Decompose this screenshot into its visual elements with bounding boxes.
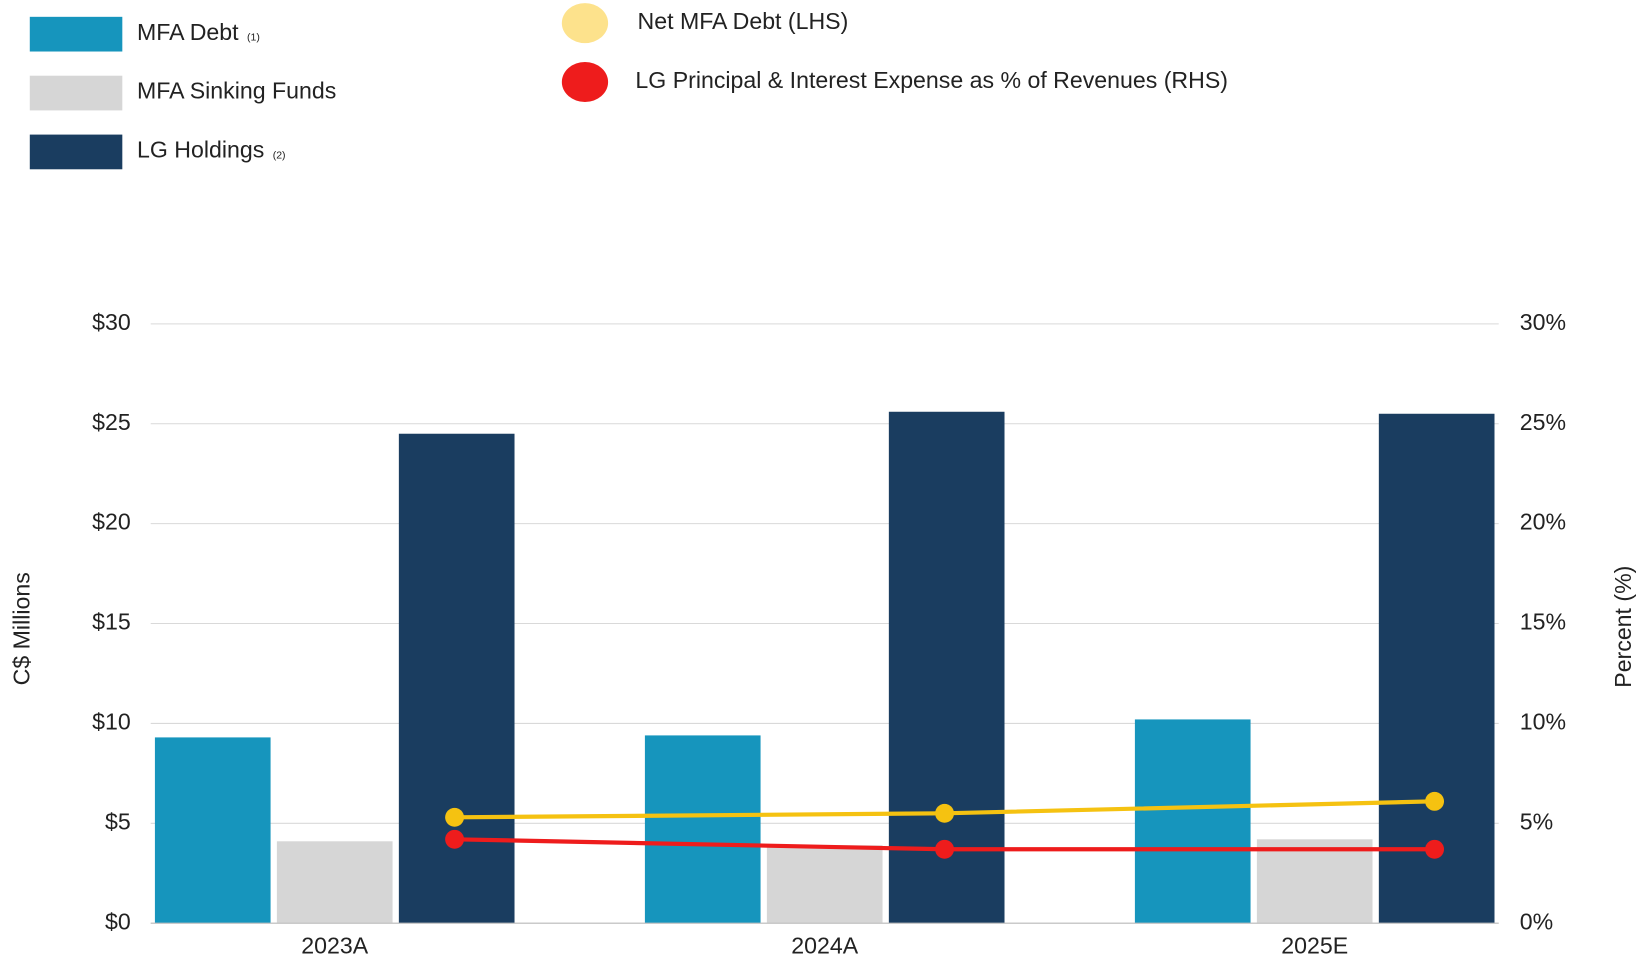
y2-tick-label: 20% (1520, 509, 1566, 535)
y-tick-label: $20 (92, 509, 131, 535)
legend-marker (561, 62, 609, 102)
y2-tick-label: 5% (1520, 808, 1553, 834)
legend-marker (561, 3, 609, 44)
legend-label: MFA Debt (137, 19, 239, 45)
line-point (1425, 791, 1445, 811)
bar (1378, 413, 1495, 924)
legend-note: (2) (273, 149, 286, 161)
y2-tick-label: 30% (1520, 309, 1566, 335)
y-tick-label: $5 (105, 808, 131, 834)
y2-tick-label: 0% (1520, 908, 1553, 934)
line-point (445, 807, 465, 827)
bar (398, 433, 515, 924)
legend-swatch (29, 75, 123, 111)
x-tick-label: 2025E (1281, 932, 1348, 958)
bar (1134, 719, 1251, 924)
y-tick-label: $15 (92, 609, 131, 635)
y-tick-label: $10 (92, 709, 131, 735)
legend-label: Net MFA Debt (LHS) (638, 8, 849, 34)
legend-label: MFA Sinking Funds (137, 78, 336, 104)
y-tick-label: $0 (105, 908, 131, 934)
y-tick-label: $30 (92, 309, 131, 335)
legend-swatch (29, 16, 123, 52)
legend-label: LG Principal & Interest Expense as % of … (635, 67, 1228, 93)
y2-tick-label: 10% (1520, 709, 1566, 735)
y2-tick-label: 15% (1520, 609, 1566, 635)
y-axis-label: C$ Millions (9, 572, 35, 685)
bar (154, 737, 271, 924)
x-tick-label: 2024A (791, 932, 858, 958)
bar (888, 411, 1005, 924)
bar (766, 845, 883, 924)
legend-swatch (29, 134, 123, 170)
y2-tick-label: 25% (1520, 409, 1566, 435)
bar (1256, 839, 1373, 924)
legend-label: LG Holdings (137, 137, 264, 163)
line-point (935, 803, 955, 823)
x-tick-label: 2023A (301, 932, 368, 958)
y-tick-label: $25 (92, 409, 131, 435)
line-point (935, 839, 955, 859)
y2-axis-label: Percent (%) (1610, 566, 1636, 688)
legend-note: (1) (247, 32, 260, 44)
bar (644, 735, 761, 924)
line-point (1425, 839, 1445, 859)
bar (276, 841, 393, 924)
line-point (445, 829, 465, 849)
